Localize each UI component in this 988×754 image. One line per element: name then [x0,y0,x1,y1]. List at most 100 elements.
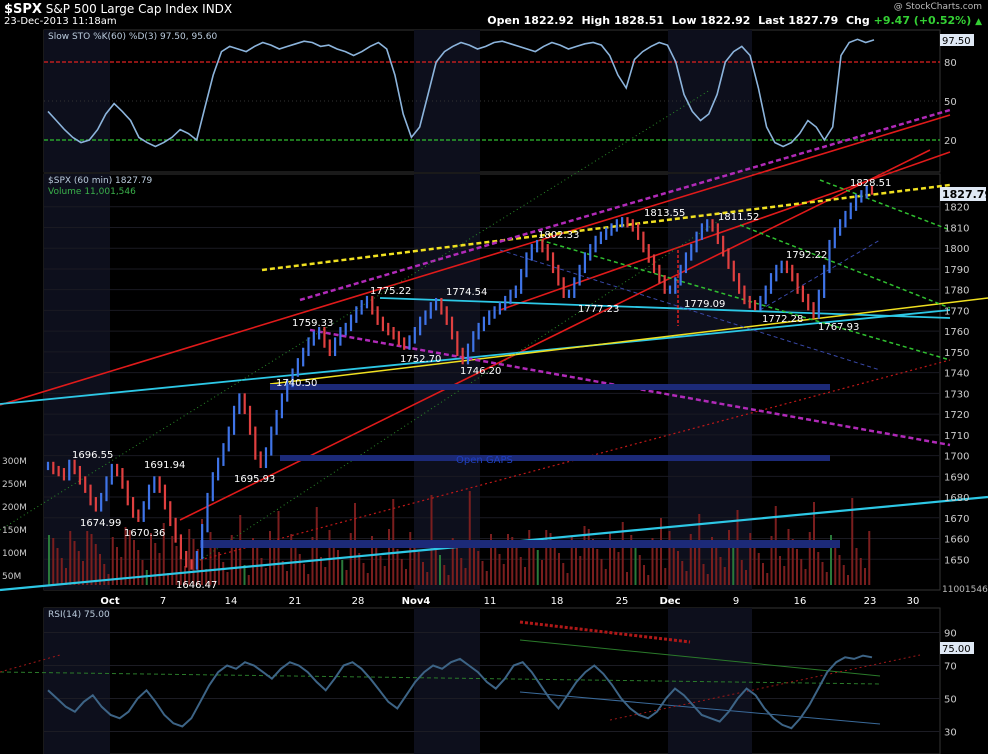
volume-bar [103,564,106,585]
volume-bar [519,557,522,585]
date-tick: 21 [289,596,302,607]
volume-bar [490,534,492,585]
volume-bar [94,544,97,585]
price-label: 1777.23 [578,304,619,315]
rsi-value-label: 75.00 [942,644,971,655]
date-tick: 16 [794,596,807,607]
price-tick: 1770 [944,306,969,317]
volume-bar [859,558,862,585]
volume-bar [821,562,824,585]
last-price-box [940,187,986,201]
volume-bar [447,575,450,585]
volume-bar [630,535,633,585]
volume-bar [485,571,488,585]
volume-bar [303,564,305,585]
last-price-label: 1827.79 [942,188,988,201]
rsi-tick: 70 [944,662,957,673]
volume-bar [116,547,118,585]
volume-bar [383,566,386,585]
volume-bar [711,537,713,585]
volume-bar [783,566,786,585]
red-trend-upper [0,114,951,406]
volume-tick: 150M [2,526,27,536]
volume-bar [247,575,250,585]
volume-bar [779,556,781,585]
price-tick: 1820 [944,203,969,214]
price-label: 1813.55 [644,208,685,219]
volume-bar [664,568,667,585]
volume-bar [128,530,131,585]
volume-bar [184,566,186,585]
price-tick: 1810 [944,223,969,234]
volume-bar [570,536,573,585]
price-label: 1759.33 [292,318,333,329]
volume-bar [188,529,191,585]
volume-bar [796,549,798,585]
volume-bar [349,533,352,585]
price-label: 1802.33 [538,230,579,241]
index-name: S&P 500 Large Cap Index [45,2,199,16]
volume-bar [133,540,135,585]
volume-bar [60,558,63,585]
volume-bar [511,537,514,585]
volume-bar [681,561,684,585]
volume-bar [422,562,424,585]
sto-tick: 80 [944,58,957,69]
volume-bar [643,565,645,585]
volume-bar [528,530,531,585]
volume-bar [558,553,560,585]
green-dash-3 [819,179,951,231]
volume-bar [600,559,603,585]
volume-bar [120,557,123,585]
price-tick: 1710 [944,431,969,442]
volume-bar [604,569,607,585]
date-tick: 14 [225,596,238,607]
volume-bar [281,561,284,585]
volume-bar [766,573,769,585]
volume-bar [86,531,89,585]
open-gaps-annotation: Open GAPS [456,455,513,466]
rsi-line [47,654,873,730]
cyan-mid-trend [0,309,951,405]
date-tick: 30 [907,596,920,607]
open-label: Open [487,14,520,27]
volume-bar [371,536,373,585]
rsi-tick-labels: 90 70 50 30 [944,629,957,739]
volume-legend: Volume 11,001,546 [48,187,136,197]
price-tick: 1680 [944,493,969,504]
volume-bar [82,561,84,585]
price-tick: 1730 [944,389,969,400]
volume-bar [515,547,518,585]
volume-bar [745,570,747,585]
chart-datetime: 23-Dec-2013 11:18am [4,16,117,27]
volume-bar [396,549,399,585]
volume-bar [320,557,322,585]
volume-bar [179,556,182,585]
volume-bar [230,535,233,585]
volume-bar [864,568,866,585]
volume-bar [290,534,293,585]
volume-bar [851,498,854,585]
price-tick: 1670 [944,514,969,525]
volume-bar [668,531,671,585]
volume-bar [689,534,692,585]
volume-tick: 100M [2,549,27,559]
price-tick-labels: 1820 1810 1800 1790 1780 1770 1760 1750 1740 1730… [944,203,969,567]
magenta-dash-upper [299,108,951,302]
volume-bar [596,549,599,585]
high-value: 1828.51 [613,14,665,27]
volume-bar [413,542,416,585]
volume-bar [770,536,773,585]
volume-bar [473,541,475,585]
volume-bar [677,551,679,585]
volume-bar [762,563,764,585]
volume-bar [655,548,658,585]
chart-title: $SPX S&P 500 Large Cap Index INDX [4,2,232,17]
volume-bar [728,530,730,585]
rsi-panel: 90 70 50 30 RSI(14) 75.00 75.00 [0,607,974,754]
volume-bar [787,529,790,585]
sto-gridlines [44,61,940,141]
volume-bar [613,542,616,585]
rsi-red-trend [519,620,691,644]
date-tick: 28 [352,596,365,607]
